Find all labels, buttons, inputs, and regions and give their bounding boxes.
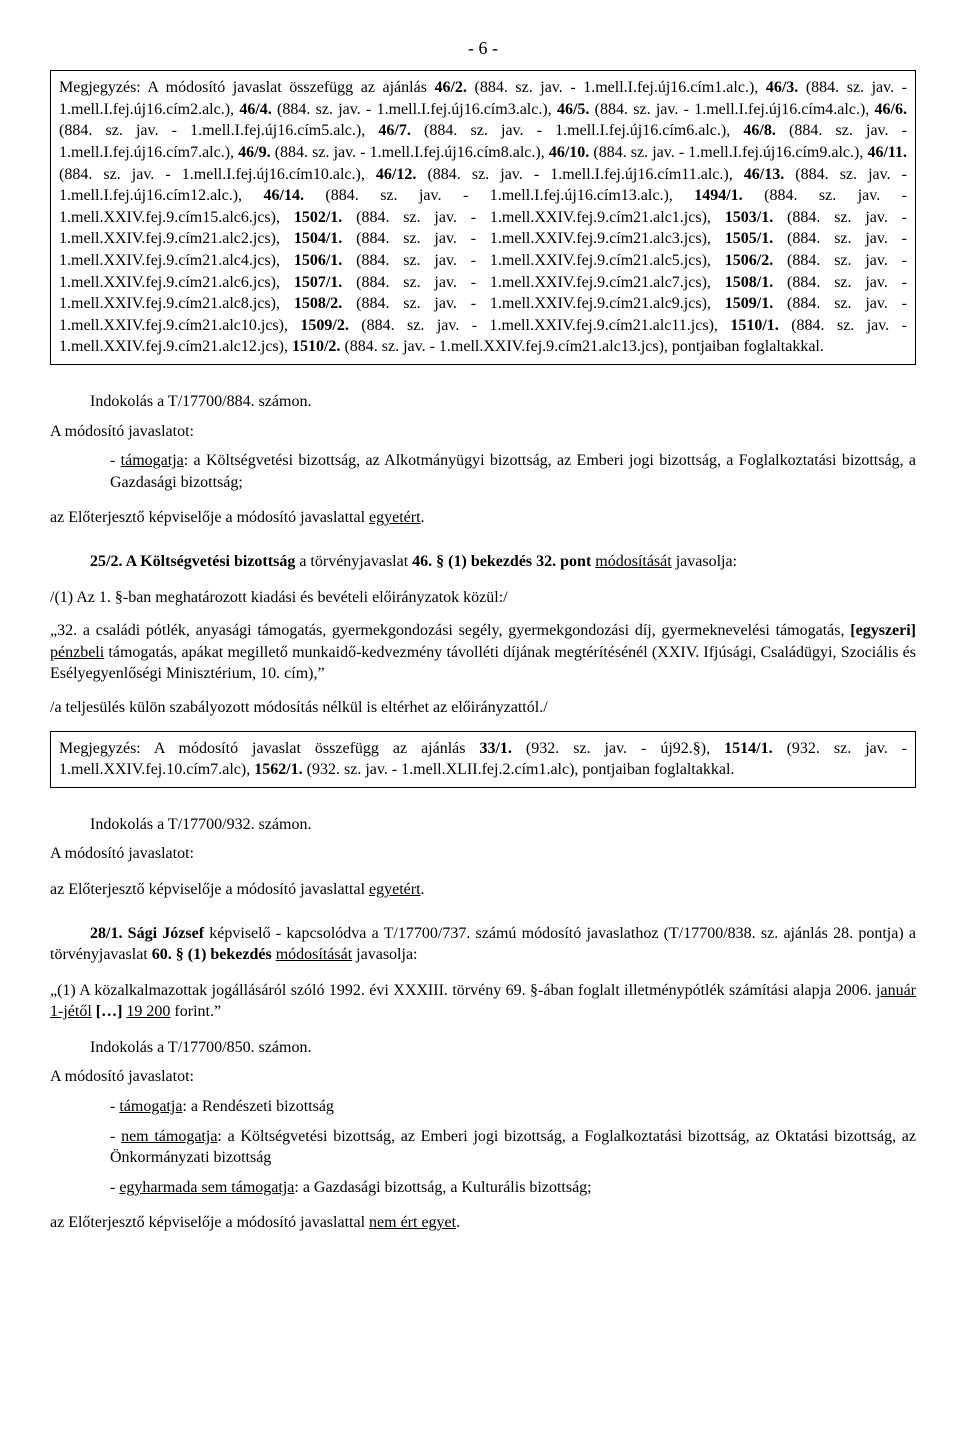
amendment-25-2-head: 25/2. A Költségvetési bizottság a törvén… [50, 551, 916, 573]
third-not-supports-line-850: - egyharmada sem támogatja: a Gazdasági … [110, 1177, 916, 1199]
amendment-proposal-label-2: A módosító javaslatot: [50, 843, 916, 865]
amendment-28-1-head: 28/1. Sági József képviselő - kapcsolódv… [50, 923, 916, 966]
clause-note: /a teljesülés külön szabályozott módosít… [50, 697, 916, 719]
clause-intro: /(1) Az 1. §-ban meghatározott kiadási é… [50, 587, 916, 609]
reasoning-850-title: Indokolás a T/17700/850. számon. [50, 1037, 916, 1059]
page-number: - 6 - [50, 36, 916, 60]
note-box-2: Megjegyzés: A módosító javaslat összefüg… [50, 731, 916, 788]
reasoning-884-title: Indokolás a T/17700/884. számon. [50, 391, 916, 413]
amendment-proposal-label-3: A módosító javaslatot: [50, 1066, 916, 1088]
clause-32-text: „32. a családi pótlék, anyasági támogatá… [50, 620, 916, 685]
supports-line-884: - támogatja: a Költségvetési bizottság, … [110, 450, 916, 493]
supports-line-850: - támogatja: a Rendészeti bizottság [110, 1096, 916, 1118]
proposer-agrees-932: az Előterjesztő képviselője a módosító j… [50, 879, 916, 901]
clause-60-1-text: „(1) A közalkalmazottak jogállásáról szó… [50, 980, 916, 1023]
proposer-agrees-884: az Előterjesztő képviselője a módosító j… [50, 507, 916, 529]
proposer-disagrees-850: az Előterjesztő képviselője a módosító j… [50, 1212, 916, 1234]
not-supports-line-850: - nem támogatja: a Költségvetési bizotts… [110, 1126, 916, 1169]
amendment-proposal-label: A módosító javaslatot: [50, 421, 916, 443]
reasoning-932-title: Indokolás a T/17700/932. számon. [50, 814, 916, 836]
note-box-1: Megjegyzés: A módosító javaslat összefüg… [50, 70, 916, 365]
